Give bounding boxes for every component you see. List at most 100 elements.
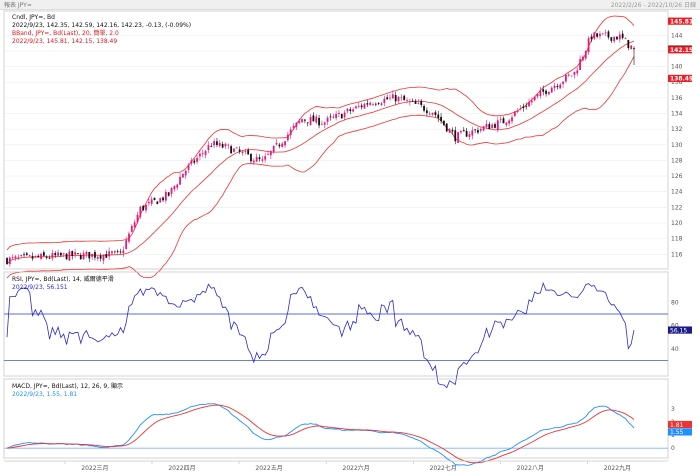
- candle-body: [593, 32, 596, 39]
- candle-body: [340, 114, 343, 119]
- candle: [627, 39, 630, 51]
- candle: [519, 105, 522, 111]
- candle: [119, 248, 122, 254]
- candle: [468, 131, 471, 140]
- candle: [417, 99, 420, 105]
- candle: [105, 250, 108, 258]
- candle-body: [556, 86, 559, 88]
- candle-body: [394, 95, 397, 102]
- candle: [565, 74, 567, 84]
- candle: [516, 108, 519, 114]
- candle: [601, 33, 604, 36]
- price-tag-box: [668, 74, 692, 83]
- candle-body: [420, 101, 423, 105]
- candle-body: [448, 129, 451, 133]
- candle: [136, 211, 139, 224]
- candle-body: [474, 129, 477, 131]
- candle: [51, 249, 54, 261]
- candle: [596, 32, 599, 39]
- candle-body: [184, 170, 187, 176]
- candle-body: [383, 98, 386, 104]
- price-tick-label: 144: [671, 32, 683, 39]
- candle-body: [68, 251, 71, 261]
- candle-body: [162, 197, 164, 201]
- candle-body: [20, 255, 23, 257]
- candle-body: [567, 74, 570, 76]
- candle: [346, 108, 349, 114]
- candle: [530, 97, 533, 106]
- candle-body: [216, 141, 218, 146]
- candle-body: [403, 95, 406, 101]
- price-panel[interactable]: 116 118 120 122 124 126 128 130 132 134 136 138 140 1…: [3, 10, 693, 279]
- candle-body: [136, 214, 139, 223]
- candle-body: [391, 94, 394, 99]
- candle-body: [573, 71, 576, 75]
- price-tick-label: 128: [671, 157, 683, 164]
- candle-body: [519, 108, 522, 110]
- candle: [91, 253, 94, 261]
- candle: [394, 91, 397, 105]
- candle: [465, 127, 468, 137]
- candle-body: [224, 143, 227, 147]
- candle-body: [494, 124, 496, 128]
- candle: [522, 103, 525, 112]
- candle-body: [113, 251, 116, 253]
- candle-body: [116, 250, 119, 252]
- candle: [513, 110, 516, 117]
- price-tick-label: 122: [671, 204, 683, 211]
- candle: [241, 150, 244, 156]
- candle: [389, 94, 391, 101]
- candle: [582, 55, 584, 62]
- candle: [525, 102, 528, 110]
- candle-body: [218, 142, 221, 146]
- price-tick-label: 120: [671, 220, 683, 227]
- candle-body: [108, 251, 111, 257]
- candle: [82, 250, 85, 260]
- candle-body: [196, 157, 198, 162]
- candle: [533, 96, 536, 102]
- candle-body: [77, 253, 79, 254]
- candle-body: [312, 115, 315, 122]
- candle-body: [363, 103, 366, 109]
- candle: [150, 196, 153, 207]
- candle-body: [309, 116, 312, 125]
- legend-macd-values: 2022/9/23, 1.55, 1.81: [12, 391, 77, 398]
- candle: [451, 127, 454, 135]
- date-range: 2022/2/26 - 2022/10/26 日線: [610, 2, 696, 9]
- x-axis: 2022三月 2022四月 2022五月 2022六月 2022七月 2022八月 2022…: [4, 460, 668, 472]
- candle: [485, 120, 488, 130]
- candle-body: [579, 59, 581, 70]
- price-tick-label: 134: [671, 111, 683, 118]
- candle-body: [6, 258, 8, 265]
- candle-body: [48, 257, 51, 259]
- candle-body: [434, 112, 437, 115]
- candle-body: [23, 254, 25, 256]
- candle: [539, 86, 542, 99]
- candle-body: [357, 105, 360, 107]
- rsi-panel[interactable]: 40 60 80 56.15 RSI, JPY=, Bd(Last), 14, 威爾德…: [3, 271, 692, 389]
- candle-body: [244, 151, 247, 152]
- candle-body: [74, 252, 76, 255]
- candle-body: [414, 100, 417, 104]
- candle: [471, 126, 474, 140]
- candle-body: [613, 36, 616, 42]
- macd-line: [6, 403, 635, 466]
- candle: [167, 192, 170, 197]
- candle: [162, 196, 164, 203]
- candle: [244, 148, 247, 155]
- macd-value-tag: [668, 420, 692, 429]
- candle: [45, 255, 48, 260]
- candle: [508, 119, 511, 127]
- macd-value-tag-label: 1.55: [670, 429, 684, 436]
- candle-body: [584, 50, 587, 59]
- candle: [567, 72, 570, 77]
- candle: [332, 113, 335, 119]
- candle-body: [71, 251, 74, 256]
- candle-body: [130, 226, 133, 232]
- macd-panel[interactable]: 01231.811.55 MACD, JPY=, Bd(Last), 12, 2…: [3, 378, 692, 466]
- candle-body: [37, 255, 40, 258]
- candle-body: [111, 251, 113, 253]
- candle: [559, 83, 562, 89]
